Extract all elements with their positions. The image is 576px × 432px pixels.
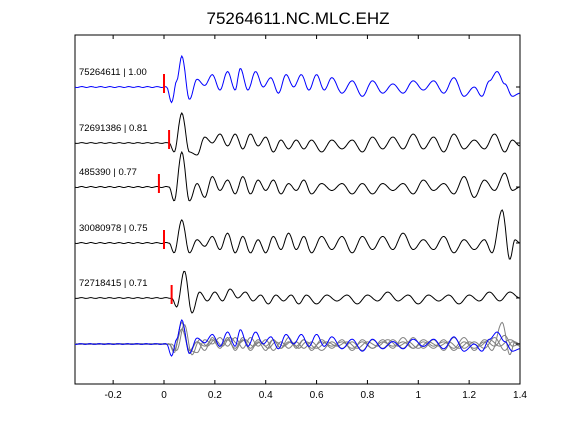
trace: 485390 | 0.77 (74, 150, 520, 202)
trace-line (74, 209, 520, 260)
x-tick-label: 0.6 (310, 390, 324, 401)
x-axis: -0.2 0 0.2 0.4 0.6 0.8 1 1.2 1.4 (105, 35, 527, 401)
trace-line (74, 112, 520, 156)
trace-label: 75264611 | 1.00 (79, 67, 147, 78)
x-tick-label: 0.4 (259, 390, 273, 401)
trace: 30080978 | 0.75 (74, 209, 520, 260)
x-tick-label: -0.2 (105, 390, 123, 401)
trace-label: 72718415 | 0.71 (79, 278, 148, 289)
trace-group: 75264611 | 1.00 72691386 | 0.81 485390 | 0… (74, 54, 520, 314)
chart-title: 75264611.NC.MLC.EHZ (207, 9, 390, 28)
x-tick-label: 1 (416, 390, 422, 401)
x-tick-label: 0.2 (208, 390, 222, 401)
x-tick-label: 1.4 (513, 390, 527, 401)
trace-line (74, 54, 520, 104)
x-tick-label: 1.2 (462, 390, 476, 401)
trace-line (74, 150, 520, 202)
trace: 75264611 | 1.00 (74, 54, 520, 104)
trace-label: 30080978 | 0.75 (79, 223, 148, 234)
stack-trace-line (74, 319, 520, 357)
trace: 72691386 | 0.81 (74, 112, 520, 156)
x-tick-label: 0.8 (360, 390, 374, 401)
trace-line (74, 270, 520, 314)
trace: 72718415 | 0.71 (74, 270, 520, 314)
trace-label: 485390 | 0.77 (79, 167, 137, 178)
trace-label: 72691386 | 0.81 (79, 123, 148, 134)
plot-area (74, 34, 521, 385)
x-tick-label: 0 (161, 390, 167, 401)
stacked-overlay (74, 319, 520, 357)
